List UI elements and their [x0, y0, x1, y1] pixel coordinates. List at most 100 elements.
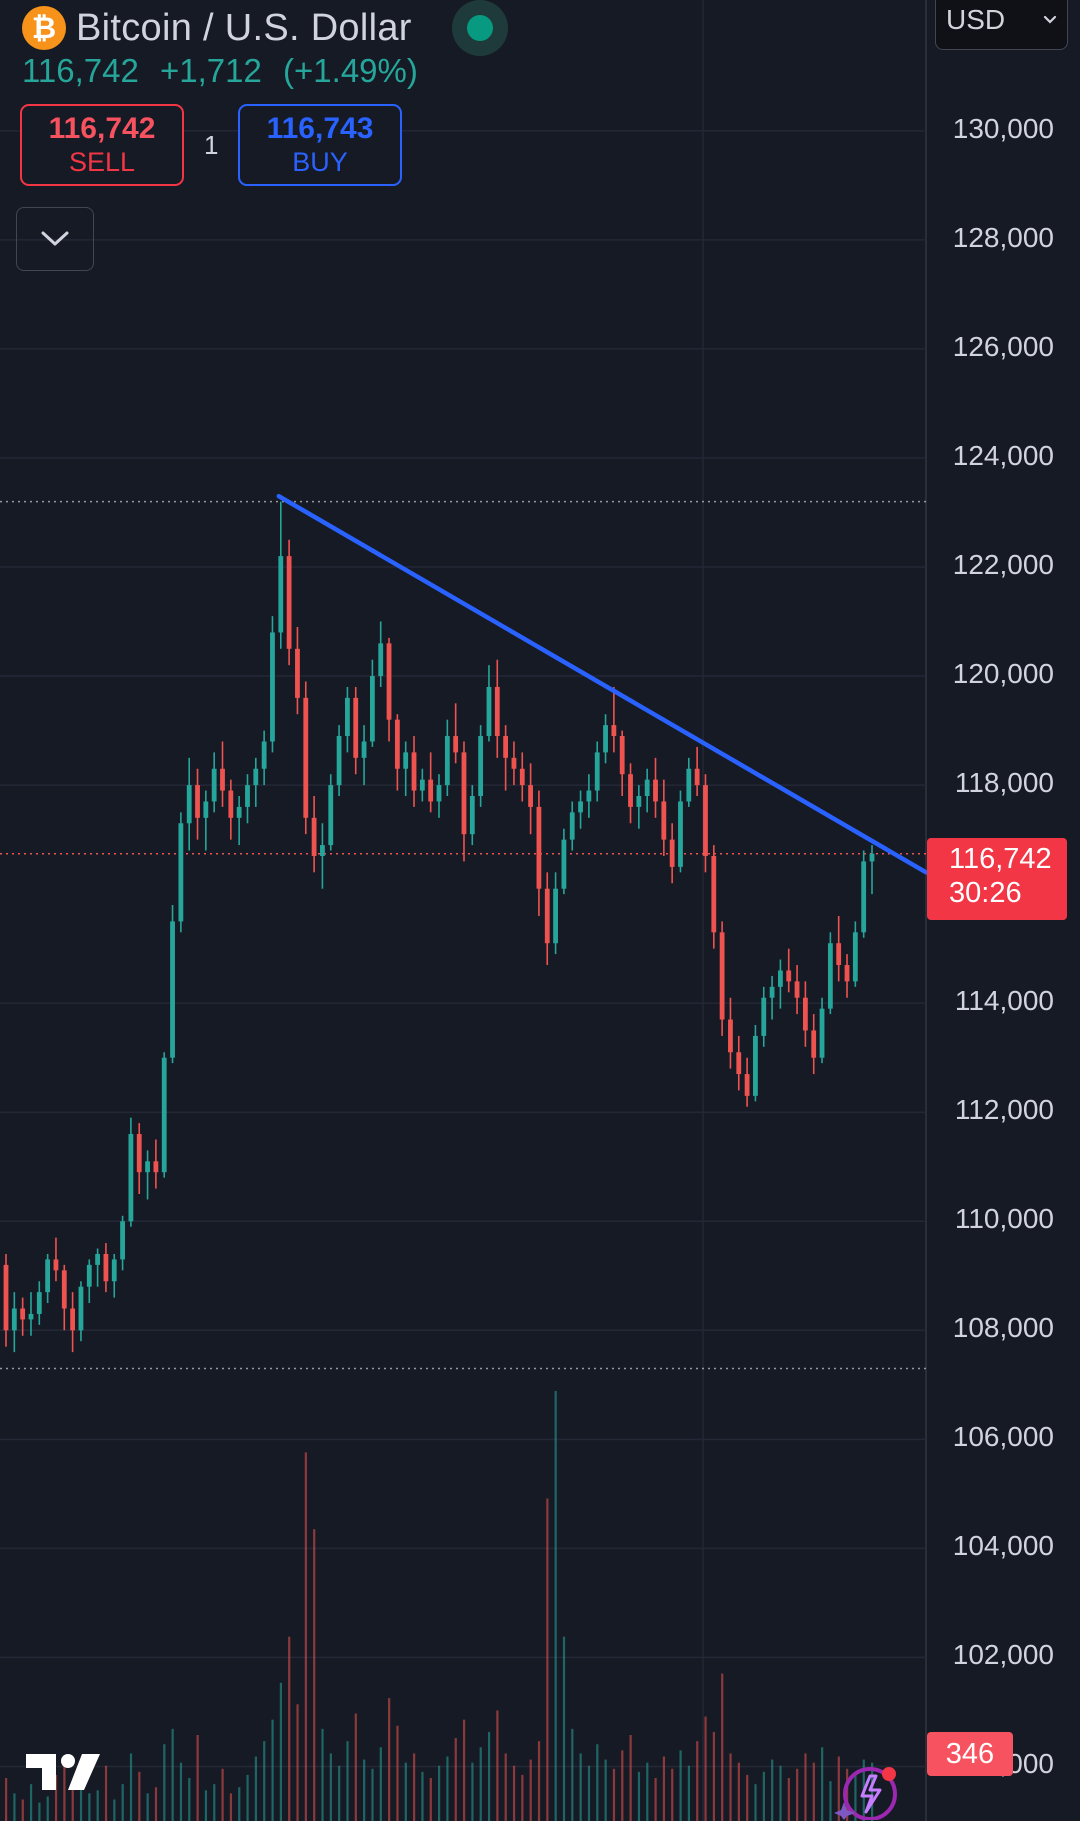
- volume-bar: [754, 1784, 757, 1821]
- sell-button[interactable]: 116,742 SELL: [20, 104, 184, 186]
- candle: [603, 714, 608, 764]
- candle-body: [278, 556, 284, 633]
- candle-body: [95, 1253, 100, 1265]
- candle-body: [419, 779, 425, 791]
- candle: [378, 621, 384, 687]
- candle: [53, 1237, 59, 1282]
- trendline-layer[interactable]: [276, 493, 929, 875]
- candle: [827, 932, 833, 1015]
- candle-body: [111, 1259, 117, 1282]
- candle: [170, 905, 175, 1064]
- volume-bar: [63, 1759, 66, 1821]
- candle: [869, 845, 875, 895]
- candle: [3, 1253, 9, 1347]
- trendline[interactable]: [276, 493, 929, 875]
- candle-body: [20, 1308, 26, 1320]
- candle: [86, 1259, 92, 1304]
- candle-body: [703, 785, 708, 856]
- volume-bar: [54, 1774, 58, 1821]
- volume-bar: [462, 1719, 466, 1821]
- candle-body: [653, 779, 658, 802]
- volume-bar: [104, 1765, 108, 1821]
- candle: [136, 1123, 142, 1195]
- candle: [419, 768, 425, 802]
- candle-body: [203, 801, 209, 818]
- assistant-sparkle-icon[interactable]: [834, 1762, 906, 1820]
- candle: [353, 686, 359, 775]
- volume-bar: [796, 1768, 799, 1821]
- candle: [228, 779, 234, 840]
- candle: [536, 790, 542, 916]
- volume-bar: [521, 1774, 524, 1821]
- candle-body: [220, 768, 225, 791]
- candle-body: [453, 736, 459, 753]
- candle: [728, 997, 733, 1069]
- candle: [178, 812, 184, 933]
- candle: [145, 1150, 150, 1200]
- volume-bar: [271, 1719, 274, 1821]
- price-summary: 116,742 +1,712 (+1.49%): [22, 52, 430, 90]
- order-quantity[interactable]: 1: [204, 130, 219, 160]
- candle-body: [311, 817, 317, 856]
- candle: [678, 790, 683, 873]
- volume-bar: [171, 1728, 174, 1821]
- candle: [411, 736, 417, 807]
- volume-bar: [587, 1765, 591, 1821]
- candle-body: [469, 796, 475, 835]
- last-price-tag: 116,742 30:26: [927, 838, 1067, 920]
- volume-bar: [504, 1753, 507, 1821]
- candle-body: [386, 643, 392, 720]
- candle: [819, 997, 825, 1064]
- volume-bar: [371, 1768, 374, 1821]
- candle: [811, 1014, 817, 1075]
- volume-bar: [238, 1787, 241, 1821]
- candle: [461, 741, 467, 862]
- candle: [844, 954, 850, 998]
- candle: [736, 1035, 742, 1091]
- market-status-indicator[interactable]: [451, 0, 508, 56]
- candle: [528, 763, 533, 835]
- candle-body: [636, 796, 642, 807]
- candle-body: [461, 752, 467, 835]
- volume-bar: [379, 1747, 382, 1821]
- volume-bar: [579, 1753, 582, 1821]
- candle-body: [561, 839, 567, 889]
- candle-body: [811, 1030, 817, 1058]
- candle-body: [736, 1052, 742, 1075]
- candle-body: [186, 785, 192, 824]
- volume-bar: [546, 1498, 549, 1821]
- candle: [186, 757, 192, 851]
- volume-bar: [804, 1753, 807, 1821]
- candle-body: [444, 736, 450, 786]
- volume-bar: [329, 1753, 332, 1821]
- tradingview-logo-icon[interactable]: [26, 1752, 106, 1792]
- candle: [270, 616, 275, 753]
- candle: [744, 1057, 750, 1107]
- candle: [661, 779, 667, 856]
- candle-body: [211, 768, 217, 802]
- volume-bar: [313, 1529, 316, 1821]
- candle-body: [852, 932, 858, 982]
- currency-select[interactable]: USD: [935, 0, 1068, 50]
- candle: [836, 915, 842, 982]
- expand-legend-button[interactable]: [16, 207, 94, 271]
- chevron-down-icon: [1043, 15, 1057, 24]
- volume-bar: [29, 1784, 33, 1821]
- candle-body: [78, 1286, 84, 1331]
- symbol-title[interactable]: Bitcoin / U.S. Dollar: [76, 6, 412, 49]
- volume-bar: [279, 1682, 282, 1821]
- price-axis-tick-label: 104,000: [952, 1530, 1054, 1562]
- candle-body: [261, 741, 267, 769]
- price-axis-tick-label: 102,000: [952, 1639, 1054, 1671]
- symbol-header: ₿ Bitcoin / U.S. Dollar 116,742 +1,712 (…: [0, 0, 930, 280]
- candle: [761, 986, 767, 1047]
- volume-bar: [779, 1765, 782, 1821]
- candle-body: [236, 806, 242, 818]
- candle-body: [869, 853, 875, 862]
- volume-bar: [338, 1765, 341, 1821]
- candle-body: [36, 1292, 42, 1314]
- volume-bar: [679, 1750, 682, 1821]
- buy-button[interactable]: 116,743 BUY: [238, 104, 402, 186]
- candle-body: [11, 1308, 17, 1331]
